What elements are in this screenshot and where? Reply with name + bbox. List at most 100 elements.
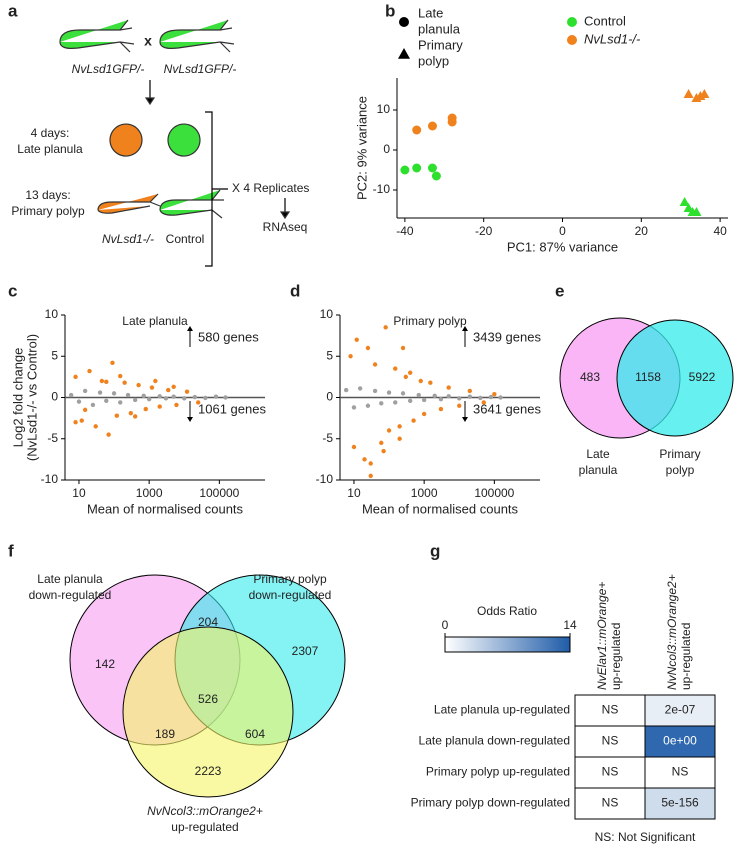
point [488, 394, 494, 400]
bracket [205, 111, 228, 267]
polyp-icon [159, 189, 224, 219]
y-tick-label: -10 [41, 472, 59, 486]
colorbar-title: Odds Ratio [477, 604, 537, 618]
point [397, 424, 402, 429]
point [343, 387, 349, 393]
x-tick-label: 10 [347, 486, 361, 500]
point [683, 89, 694, 98]
annotation: 3439 genes [473, 329, 541, 344]
annotation-arrow-head [462, 417, 468, 422]
genotype: NvLsd1-/- [102, 232, 154, 246]
point [171, 384, 176, 389]
point [192, 394, 198, 400]
point [397, 436, 402, 441]
point [386, 390, 392, 395]
venn-set-label: down-regulated [29, 588, 112, 602]
point [82, 388, 88, 394]
cell-label: NS [602, 703, 619, 717]
legend-marker [567, 17, 577, 27]
point [407, 398, 413, 403]
venn-count: 2223 [195, 764, 222, 778]
point [368, 461, 373, 466]
point [379, 440, 384, 446]
point [171, 394, 176, 399]
x-tick-label: 20 [635, 224, 649, 238]
point [432, 393, 437, 399]
x-tick-label: 100000 [199, 486, 239, 500]
y-tick-label: 0 [51, 390, 58, 404]
x-axis-label: PC1: 87% variance [507, 239, 618, 254]
point [365, 403, 371, 408]
column-header: up-regulated [679, 623, 693, 690]
point [478, 395, 483, 401]
point [182, 396, 187, 401]
row-label: Late planula down-regulated [419, 734, 570, 748]
panel-label: e [555, 281, 564, 300]
annotation-arrow-head [187, 417, 193, 422]
planula-icon [167, 123, 201, 157]
panel-label: a [8, 1, 18, 20]
legend-marker [399, 17, 409, 27]
legend-marker [398, 48, 410, 59]
y-tick-label: -10 [373, 182, 391, 196]
stage-name: Primary polyp [11, 204, 85, 218]
heatmap-cell [574, 694, 646, 727]
point [90, 402, 96, 408]
point [381, 448, 386, 454]
point [446, 385, 451, 390]
legend-label: Primary [418, 37, 463, 52]
legend-label: Late [418, 5, 443, 20]
venn-count: 204 [198, 615, 218, 629]
polyp-icon [159, 19, 235, 53]
polyp-icon [97, 193, 161, 214]
point [157, 404, 162, 409]
heatmap-cell [574, 725, 646, 758]
venn-set-label: up-regulated [171, 820, 238, 834]
point [372, 388, 378, 394]
schematic [59, 19, 291, 267]
point [492, 392, 497, 397]
point [348, 354, 353, 359]
point [122, 380, 127, 385]
annotation: 3641 genes [473, 401, 541, 416]
annotation: 580 genes [198, 329, 259, 344]
point [143, 406, 148, 412]
point [467, 394, 473, 399]
venn-set-label: NvNcol3::mOrange2+ [147, 804, 263, 818]
point [411, 418, 416, 423]
point [412, 163, 422, 173]
point [421, 397, 427, 403]
arrow-head [279, 211, 291, 220]
point [97, 390, 103, 395]
point [400, 165, 410, 175]
venn-set-label: down-regulated [249, 588, 332, 602]
point [427, 163, 437, 173]
y-tick-label: 10 [320, 307, 334, 321]
heatmap-cell [644, 787, 716, 820]
point [79, 418, 84, 423]
point [372, 362, 378, 367]
point [157, 394, 162, 399]
point [431, 171, 441, 181]
x-tick-label: 40 [713, 224, 727, 238]
venn-count: 1158 [635, 370, 661, 384]
y-tick-label: -5 [47, 431, 58, 445]
parent-label: NvLsd1GFP/- [164, 62, 237, 76]
panel-label: d [290, 281, 300, 300]
y-tick-label: -10 [316, 472, 334, 486]
legend-label: NvLsd1-/- [584, 31, 641, 46]
point [153, 378, 158, 384]
point [68, 392, 74, 398]
planula-icon [109, 123, 143, 157]
legend-label: planula [418, 21, 461, 36]
point [428, 380, 433, 385]
point [403, 374, 409, 380]
point [82, 407, 88, 413]
y-tick-label: 0 [383, 142, 390, 156]
point [223, 395, 228, 400]
y-tick-label: 5 [51, 348, 58, 362]
point [446, 394, 451, 399]
legend-marker [567, 35, 577, 45]
x-tick-label: 1000 [136, 486, 163, 500]
